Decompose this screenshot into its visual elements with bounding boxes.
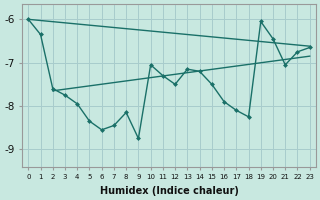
X-axis label: Humidex (Indice chaleur): Humidex (Indice chaleur)	[100, 186, 238, 196]
